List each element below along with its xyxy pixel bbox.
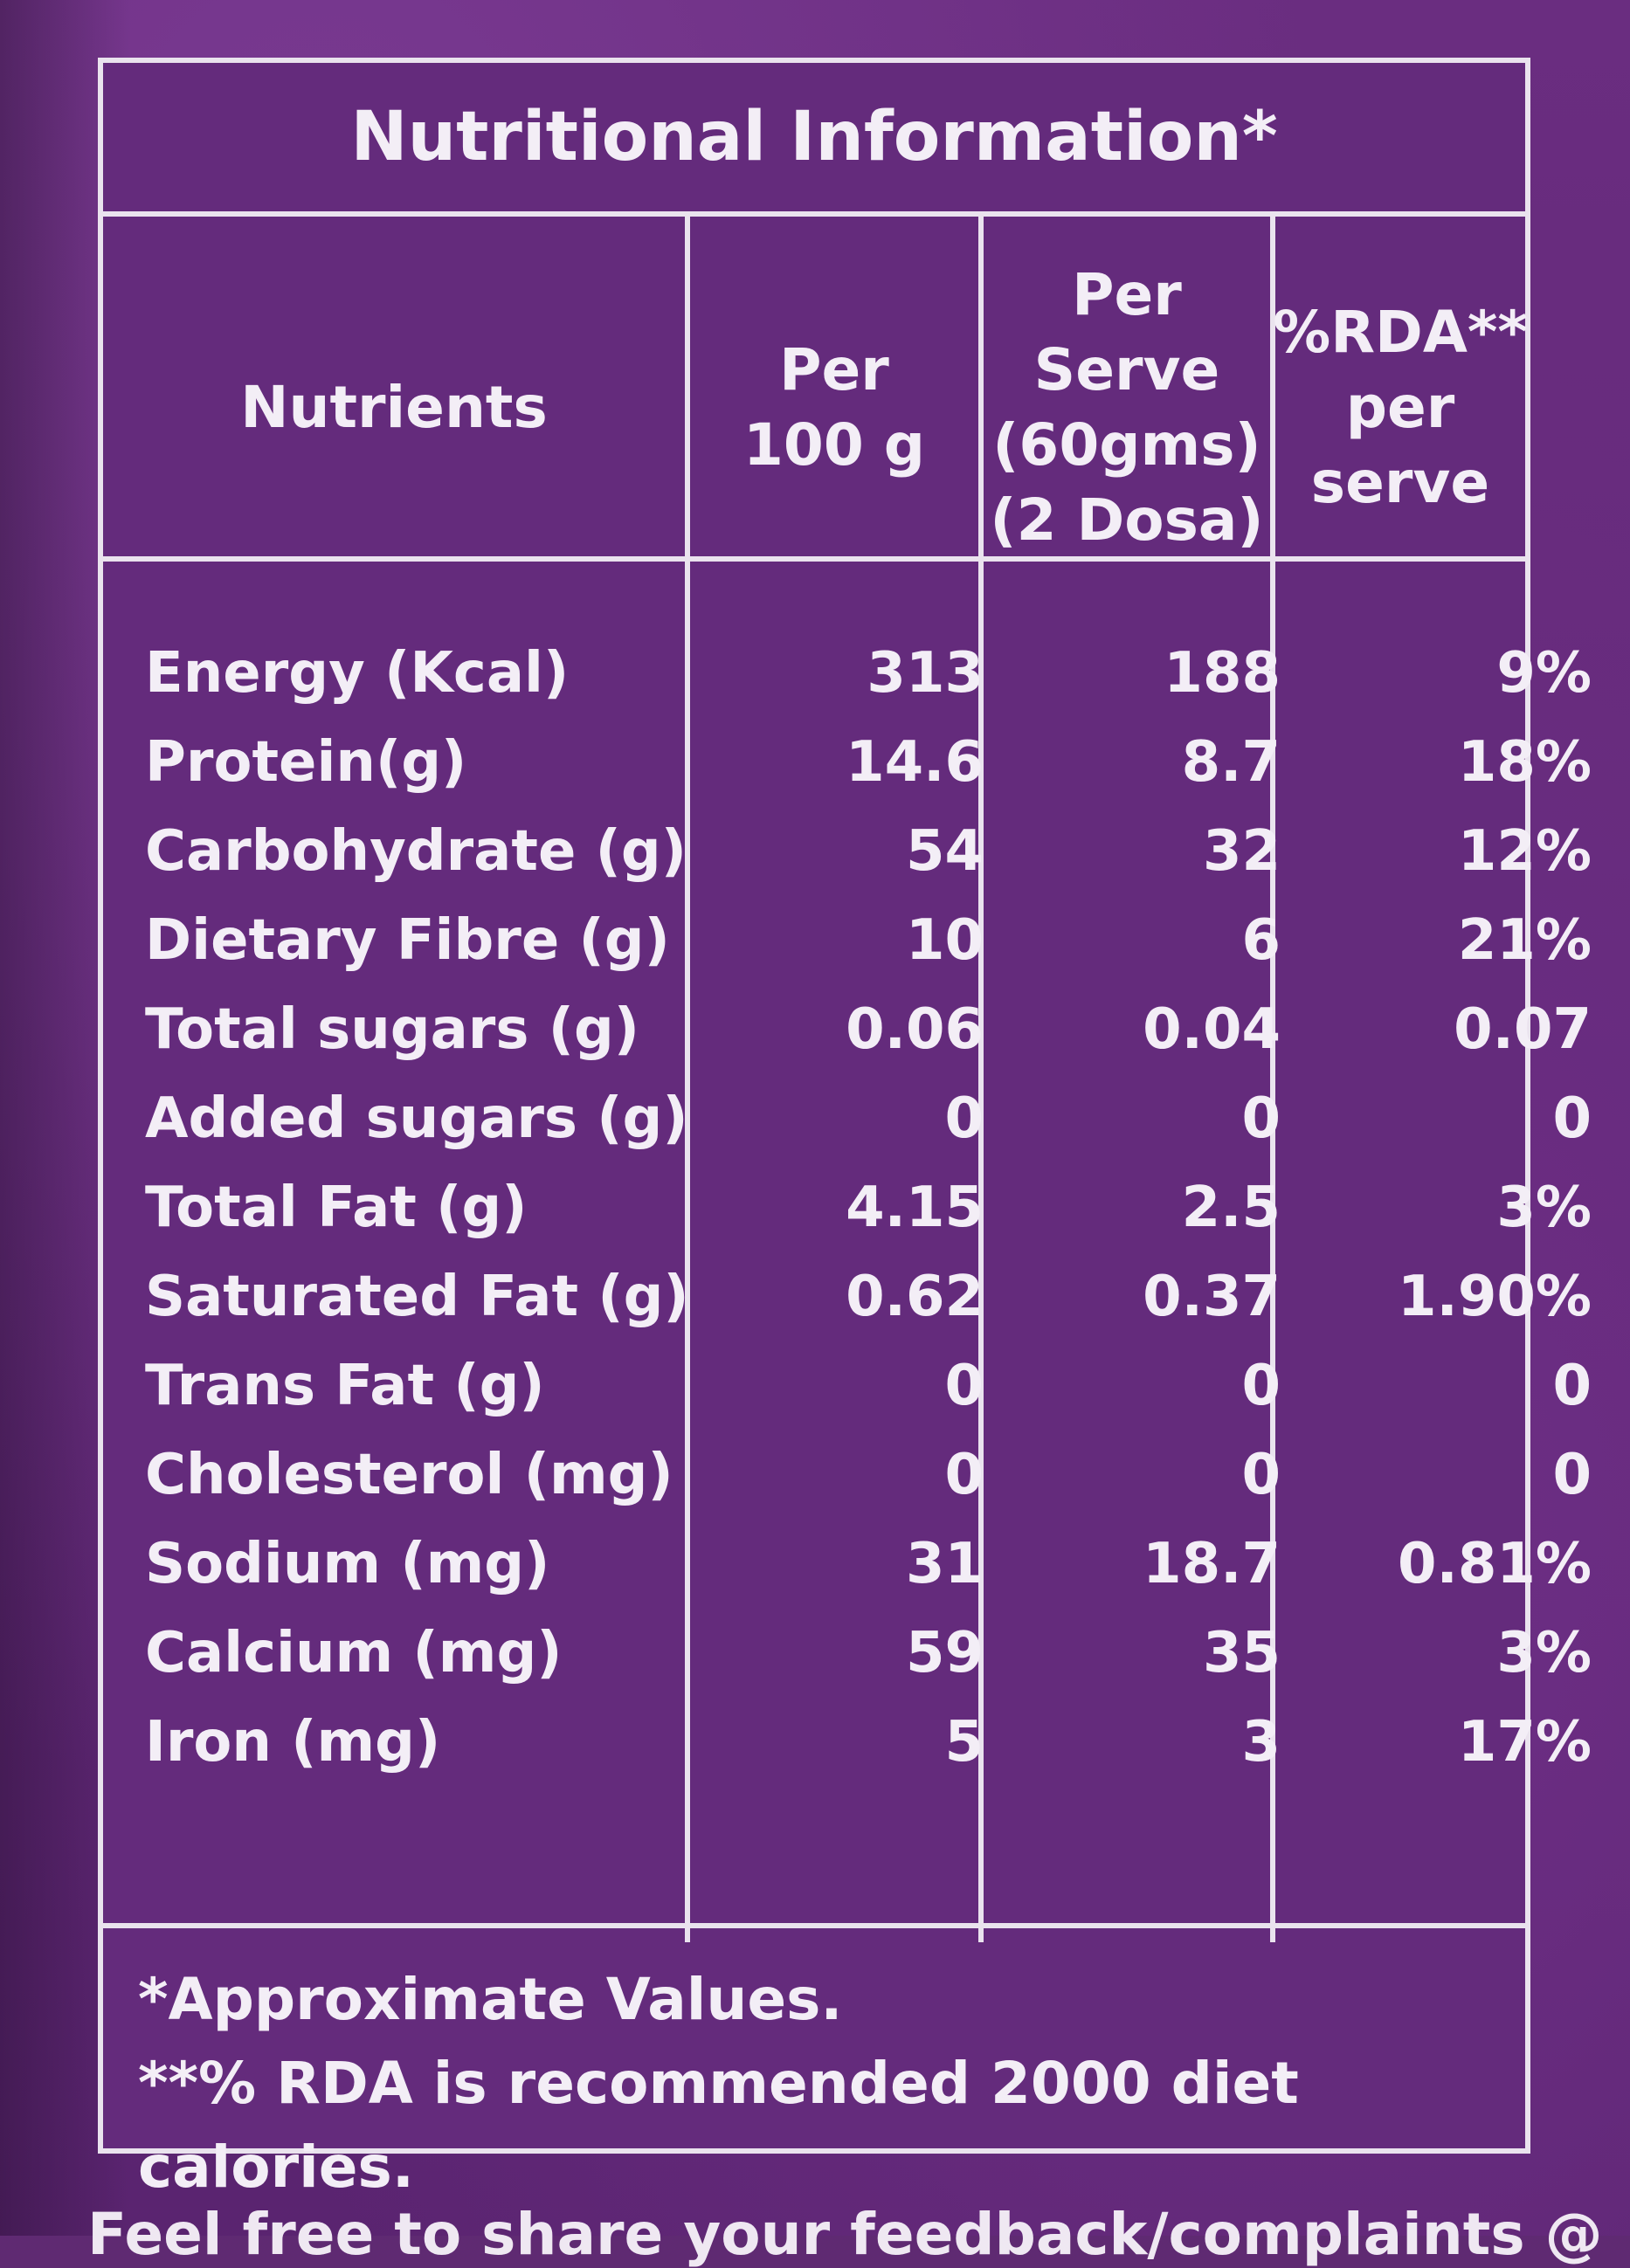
table-row: Total sugars (g) 0.06 0.04 0.07: [103, 985, 1592, 1074]
value-rda: 0: [1552, 1086, 1592, 1151]
header-per-serve: Per Serve (60gms) (2 Dosa): [990, 261, 1264, 554]
value-per-serve: 8.7: [1181, 730, 1281, 795]
value-rda: 0.07: [1454, 997, 1592, 1062]
header-nutrients: Nutrients: [240, 374, 548, 442]
value-per-serve: 2.5: [1181, 1175, 1281, 1240]
table-row: Iron (mg) 5 3 17%: [103, 1698, 1592, 1787]
value-per-100g: 4.15: [846, 1175, 984, 1240]
table-row: Dietary Fibre (g) 10 6 21%: [103, 896, 1592, 985]
table-row: Cholesterol (mg) 0 0 0: [103, 1430, 1592, 1520]
table-row: Calcium (mg) 59 35 3%: [103, 1609, 1592, 1698]
table-row: Sodium (mg) 31 18.7 0.81%: [103, 1520, 1592, 1609]
nutrient-name: Iron (mg): [145, 1710, 441, 1775]
value-rda: 3%: [1496, 1621, 1592, 1685]
header-per-100g: Per 100 g: [743, 336, 925, 479]
value-rda: 21%: [1457, 908, 1592, 973]
value-per-serve: 35: [1202, 1621, 1281, 1685]
nutrient-name: Saturated Fat (g): [145, 1265, 689, 1329]
value-per-100g: 0: [944, 1443, 984, 1507]
nutrient-name: Cholesterol (mg): [145, 1443, 673, 1507]
value-per-100g: 313: [867, 641, 984, 706]
value-per-100g: 5: [944, 1710, 984, 1775]
nutrition-table: Nutritional Information* Nutrients Per 1…: [98, 58, 1592, 2201]
table-row: Protein(g) 14.6 8.7 18%: [103, 718, 1592, 807]
nutrient-name: Added sugars (g): [145, 1086, 688, 1151]
value-per-serve: 6: [1241, 908, 1281, 973]
value-per-serve: 3: [1241, 1710, 1281, 1775]
table-footnotes: *Approximate Values. **% RDA is recommen…: [138, 1958, 1525, 2209]
value-rda: 0: [1552, 1443, 1592, 1507]
nutrient-name: Energy (Kcal): [145, 641, 570, 706]
table-title: Nutritional Information*: [103, 63, 1525, 217]
value-per-100g: 59: [905, 1621, 984, 1685]
value-rda: 3%: [1496, 1175, 1592, 1240]
value-rda: 1.90%: [1397, 1265, 1592, 1329]
value-per-serve: 0.04: [1143, 997, 1281, 1062]
table-row: Saturated Fat (g) 0.62 0.37 1.90%: [103, 1252, 1592, 1341]
value-rda: 18%: [1457, 730, 1592, 795]
value-per-100g: 0.06: [846, 997, 984, 1062]
column-divider: [685, 211, 690, 1942]
value-rda: 9%: [1496, 641, 1592, 706]
header-divider: [103, 556, 1525, 562]
table-row: Carbohydrate (g) 54 32 12%: [103, 807, 1592, 896]
value-per-100g: 10: [905, 908, 984, 973]
column-divider: [1270, 211, 1275, 1942]
nutrient-name: Trans Fat (g): [145, 1354, 545, 1418]
value-per-serve: 188: [1164, 641, 1281, 706]
table-row: Total Fat (g) 4.15 2.5 3%: [103, 1163, 1592, 1252]
value-per-100g: 0.62: [846, 1265, 984, 1329]
value-per-serve: 0.37: [1143, 1265, 1281, 1329]
value-per-serve: 32: [1202, 819, 1281, 884]
header-rda: %RDA** per serve: [1273, 299, 1528, 516]
value-per-serve: 0: [1241, 1354, 1281, 1418]
table-row: Added sugars (g) 0 0 0: [103, 1074, 1592, 1163]
value-rda: 12%: [1457, 819, 1592, 884]
table-row: Trans Fat (g) 0 0 0: [103, 1341, 1592, 1430]
value-per-100g: 0: [944, 1354, 984, 1418]
value-rda: 0.81%: [1397, 1532, 1592, 1596]
nutrient-name: Sodium (mg): [145, 1532, 550, 1596]
value-per-serve: 18.7: [1143, 1532, 1281, 1596]
feedback-text-cropped: Feel free to share your feedback/complai…: [87, 2201, 1603, 2268]
value-rda: 17%: [1457, 1710, 1592, 1775]
nutrient-name: Total sugars (g): [145, 997, 640, 1062]
footer-divider: [103, 1923, 1525, 1928]
nutrient-name: Dietary Fibre (g): [145, 908, 670, 973]
footnote-rda: **% RDA is recommended 2000 diet calorie…: [138, 2050, 1299, 2201]
value-per-100g: 31: [905, 1532, 984, 1596]
nutrient-name: Calcium (mg): [145, 1621, 563, 1685]
nutrient-name: Carbohydrate (g): [145, 819, 687, 884]
column-divider: [978, 211, 984, 1942]
value-per-serve: 0: [1241, 1443, 1281, 1507]
value-per-serve: 0: [1241, 1086, 1281, 1151]
value-per-100g: 14.6: [846, 730, 984, 795]
footnote-approximate: *Approximate Values.: [138, 1966, 843, 2033]
nutrient-name: Protein(g): [145, 730, 467, 795]
value-per-100g: 0: [944, 1086, 984, 1151]
value-rda: 0: [1552, 1354, 1592, 1418]
value-per-100g: 54: [905, 819, 984, 884]
table-row: Energy (Kcal) 313 188 9%: [103, 629, 1592, 718]
nutrient-name: Total Fat (g): [145, 1175, 528, 1240]
